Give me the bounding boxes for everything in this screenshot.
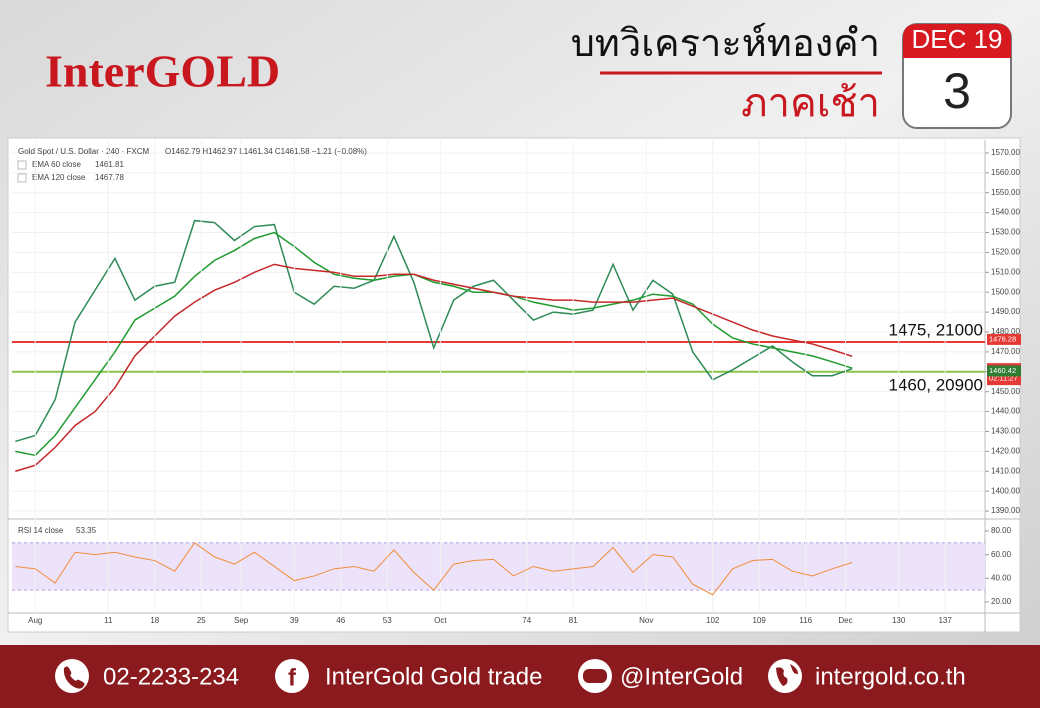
price-tag-label: 1460.42 <box>989 366 1016 375</box>
facebook-glyph: f <box>288 664 297 691</box>
legend-label: EMA 120 close <box>32 173 86 182</box>
x-tick-label: 130 <box>892 616 906 625</box>
phone-icon <box>55 659 89 693</box>
y-tick-label: 80.00 <box>991 526 1012 535</box>
y-tick-label: 1390.00 <box>991 506 1020 515</box>
y-tick-label: 1490.00 <box>991 307 1020 316</box>
y-tick-label: 1410.00 <box>991 466 1020 475</box>
rsi-value: 53.35 <box>76 526 97 535</box>
phone: 02-2233-234 <box>103 663 239 690</box>
footer <box>0 645 1040 708</box>
facebook: InterGold Gold trade <box>325 663 542 690</box>
y-tick-label: 1500.00 <box>991 287 1020 296</box>
y-tick-label: 1430.00 <box>991 427 1020 436</box>
x-tick-label: 18 <box>150 616 159 625</box>
charts: 1390.00 1400.00 1410.00 1420.00 1430.00 1440.… <box>12 140 1021 625</box>
line-glyph <box>583 669 607 683</box>
y-tick-label: 1570.00 <box>991 148 1020 157</box>
legend-value: 1461.81 <box>95 160 124 169</box>
x-tick-label: 53 <box>383 616 392 625</box>
calendar-month: DEC 19 <box>911 24 1002 54</box>
legend-toggle[interactable] <box>17 173 27 183</box>
y-tick-label: 1530.00 <box>991 228 1020 237</box>
y-tick-label: 1420.00 <box>991 446 1020 455</box>
series-line <box>15 542 853 596</box>
y-tick-label: 1520.00 <box>991 248 1020 257</box>
y-tick-label: 40.00 <box>991 573 1012 582</box>
x-tick-label: Sep <box>234 616 249 625</box>
price-tag-label: 1476.28 <box>989 334 1016 343</box>
facebook-icon <box>275 659 309 693</box>
calendar-top <box>903 24 1011 58</box>
y-tick-label: 1510.00 <box>991 267 1020 276</box>
phone-glyph <box>63 666 85 689</box>
legend-value: 1467.78 <box>95 173 124 182</box>
x-tick-label: Nov <box>639 616 653 625</box>
x-tick-label: 46 <box>336 616 345 625</box>
x-tick-label: 74 <box>522 616 531 625</box>
title: บทวิเคราะห์ทองคำ <box>571 22 880 65</box>
web-icon <box>768 659 802 693</box>
line-id: @InterGold <box>620 663 743 690</box>
website: intergold.co.th <box>815 663 966 690</box>
brand: InterGOLD <box>45 46 280 97</box>
x-tick-label: 116 <box>799 616 812 625</box>
chart-title: RSI 14 close <box>18 526 64 535</box>
x-tick-label: 102 <box>706 616 720 625</box>
rsi-band <box>12 542 985 591</box>
x-tick-label: Oct <box>434 616 447 625</box>
ohlc: O1462.79 H1462.97 L1461.34 C1461.58 −1.2… <box>165 147 367 156</box>
price-tag <box>987 333 1021 345</box>
x-tick-label: 39 <box>290 616 299 625</box>
countdown: 02:11:27 <box>989 374 1018 383</box>
y-tick-label: 60.00 <box>991 550 1012 559</box>
x-tick-label: 81 <box>569 616 578 625</box>
x-tick-label: Dec <box>838 616 852 625</box>
calendar: DEC 19 3 <box>902 23 1012 129</box>
calendar-day: 3 <box>943 63 971 119</box>
legend-label: EMA 60 close <box>32 160 81 169</box>
x-tick-label: Aug <box>28 616 42 625</box>
chart-title: Gold Spot / U.S. Dollar · 240 · FXCM <box>18 147 149 156</box>
y-tick-label: 1550.00 <box>991 188 1020 197</box>
price-tag <box>987 365 1021 377</box>
level-label: 1475, 21000 <box>888 320 983 339</box>
subtitle: ภาคเช้า <box>741 82 880 126</box>
x-tick-label: 25 <box>197 616 206 625</box>
y-tick-label: 1540.00 <box>991 208 1020 217</box>
y-tick-label: 1400.00 <box>991 486 1020 495</box>
web-glyph <box>776 664 798 686</box>
y-tick-label: 1450.00 <box>991 387 1020 396</box>
y-tick-label: 1480.00 <box>991 327 1020 336</box>
legend-toggle[interactable] <box>17 160 27 170</box>
y-tick-label: 1470.00 <box>991 347 1020 356</box>
y-tick-label: 1560.00 <box>991 168 1020 177</box>
x-tick-label: 11 <box>104 616 113 625</box>
level-label: 1460, 20900 <box>888 375 983 394</box>
y-tick-label: 1440.00 <box>991 407 1020 416</box>
x-tick-label: 109 <box>753 616 767 625</box>
x-tick-label: 137 <box>938 616 952 625</box>
y-tick-label: 20.00 <box>991 597 1012 606</box>
